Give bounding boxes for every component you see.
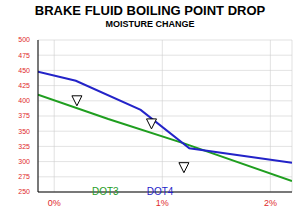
- html-text:BRAKE FLUID BOILING POINT DROP: BRAKE FLUID BOILING POINT DROP: [34, 3, 266, 18]
- svg-text:250: 250: [18, 188, 30, 195]
- svg-text:475: 475: [18, 52, 30, 59]
- html-text:MOISTURE CHANGE: MOISTURE CHANGE: [105, 19, 195, 29]
- svg-text:425: 425: [18, 82, 30, 89]
- html-text:DOT3: DOT3: [92, 186, 119, 197]
- svg-text:300: 300: [18, 158, 30, 165]
- svg-text:0%: 0%: [48, 198, 61, 208]
- svg-text:275: 275: [18, 173, 30, 180]
- svg-text:350: 350: [18, 128, 30, 135]
- svg-text:500: 500: [18, 36, 30, 43]
- svg-text:375: 375: [18, 112, 30, 119]
- html-text:DOT4: DOT4: [146, 186, 174, 197]
- svg-text:1%: 1%: [156, 198, 169, 208]
- svg-text:2%: 2%: [264, 198, 277, 208]
- svg-text:450: 450: [18, 67, 30, 74]
- svg-text:400: 400: [18, 97, 30, 104]
- svg-text:325: 325: [18, 143, 30, 150]
